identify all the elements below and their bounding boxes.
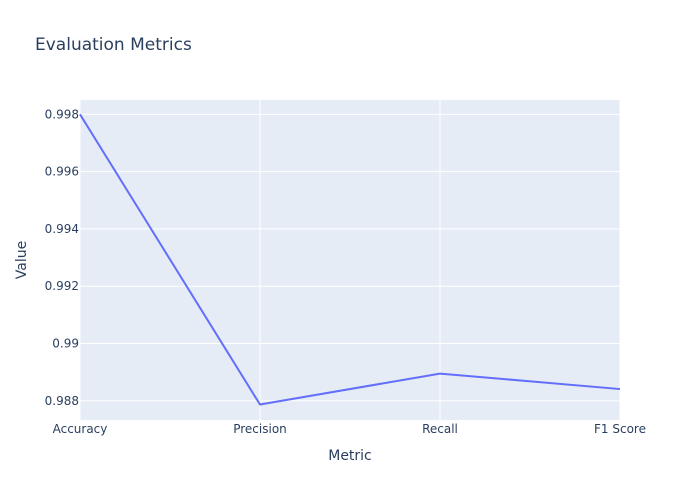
plot-area xyxy=(80,100,620,420)
x-tick-label: Recall xyxy=(422,422,458,436)
y-tick-label: 0.99 xyxy=(52,337,79,351)
y-axis-title: Value xyxy=(14,241,30,279)
y-tick-label: 0.992 xyxy=(45,279,79,293)
series-layer xyxy=(79,113,621,406)
x-tick-label: Accuracy xyxy=(53,422,108,436)
series-line xyxy=(79,113,621,406)
x-tick-labels: Accuracy Precision Recall F1 Score xyxy=(53,422,646,436)
y-tick-label: 0.988 xyxy=(45,394,79,408)
x-axis-title: Metric xyxy=(328,448,372,464)
grid-layer xyxy=(79,100,621,420)
y-tick-label: 0.998 xyxy=(45,107,79,121)
x-tick-label: Precision xyxy=(233,422,287,436)
chart-title: Evaluation Metrics xyxy=(35,35,192,55)
y-tick-label: 0.994 xyxy=(45,222,79,236)
x-tick-label: F1 Score xyxy=(594,422,646,436)
y-tick-labels: 0.988 0.99 0.992 0.994 0.996 0.998 xyxy=(45,107,79,407)
y-tick-label: 0.996 xyxy=(45,165,79,179)
